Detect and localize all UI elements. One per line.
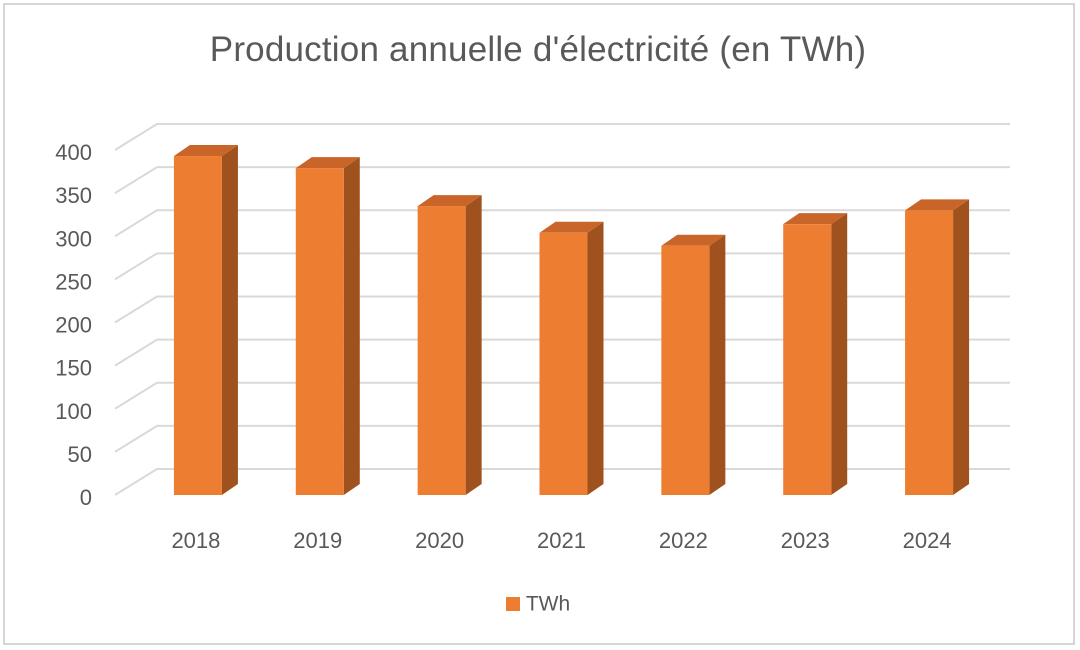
bars [173,145,970,496]
x-tick-label: 2020 [415,528,464,553]
y-tick-label: 0 [80,485,92,510]
bar-2024 [905,199,970,495]
bar-side [221,145,238,495]
legend: TWh [0,592,1076,616]
bar-front [661,245,710,495]
y-tick-label: 350 [55,183,92,208]
y-tick-label: 250 [55,269,92,294]
bar-front [417,206,466,495]
y-tick-label: 200 [55,313,92,338]
bar-side [587,221,604,496]
gridline [114,424,1010,453]
x-tick-label: 2019 [293,528,342,553]
bar-top [417,195,482,207]
bar-top [783,213,848,225]
x-tick-label: 2024 [903,528,952,553]
bar-side [343,157,360,496]
gridline [114,252,1010,281]
bar-side [709,234,726,496]
gridline [114,468,1010,496]
bar-front [539,232,588,496]
y-tick-label: 150 [55,356,92,381]
x-tick-label: 2021 [537,528,586,553]
y-axis-ticks: 0 50 100 150 200 250 300 350 400 [55,140,92,510]
gridline [114,209,1010,238]
x-tick-label: 2023 [781,528,830,553]
bar-top [661,234,726,246]
bar-2019 [295,157,360,496]
bar-top [539,221,604,233]
bar-top [905,199,970,211]
bar-front [783,224,832,496]
x-tick-label: 2018 [171,528,220,553]
bar-front [905,210,954,495]
x-tick-label: 2022 [659,528,708,553]
bar-2022 [661,234,726,496]
bar-2021 [539,221,604,496]
legend-swatch [505,597,520,612]
bar-side [953,199,970,495]
bar-2023 [783,213,848,496]
gridline [114,123,1010,151]
gridline [114,166,1010,194]
bar-side [465,195,482,495]
gridline [114,381,1010,410]
gridline [114,295,1010,324]
bar-top [295,157,360,169]
bar-2018 [173,145,238,495]
legend-label: TWh [525,592,571,616]
y-tick-label: 100 [55,399,92,424]
bar-top [173,145,238,157]
bar-front [173,156,222,495]
gridlines [114,123,1010,496]
y-tick-label: 300 [55,226,92,251]
chart-title: Production annuelle d'électricité (en TW… [209,30,867,69]
x-axis-ticks: 2018 2019 2020 2021 2022 2023 2024 [171,528,951,553]
gridline [114,338,1010,367]
y-tick-label: 400 [55,140,92,165]
bar-side [831,213,848,496]
bar-2020 [417,195,482,495]
bar-front [295,168,344,496]
y-tick-label: 50 [68,442,92,467]
